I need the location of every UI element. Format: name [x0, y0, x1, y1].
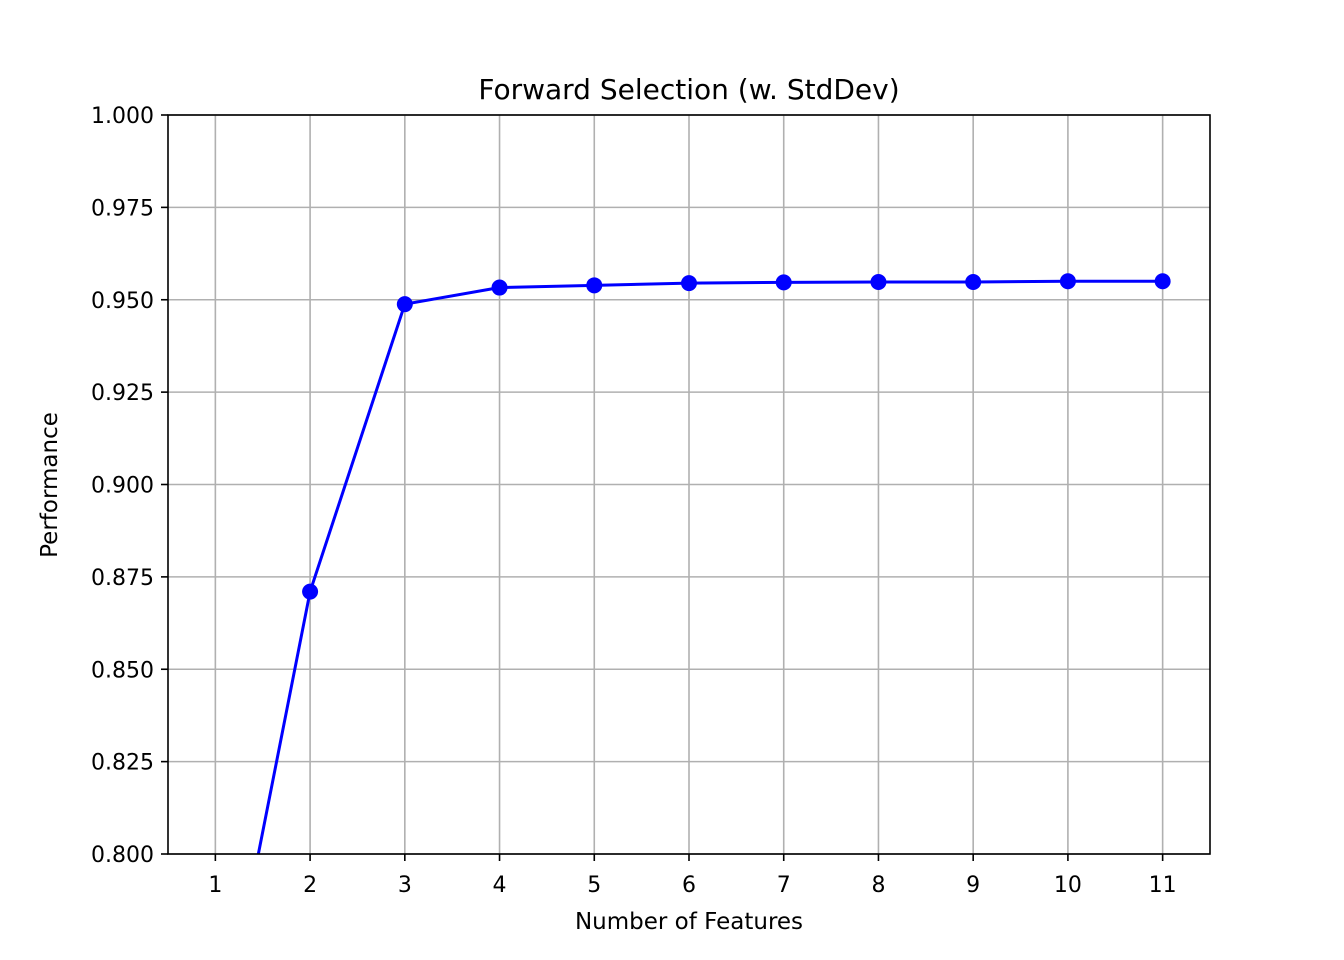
- y-tick-label: 0.950: [91, 289, 154, 314]
- y-tick-label: 0.850: [91, 658, 154, 683]
- y-tick-label: 0.875: [91, 566, 154, 591]
- data-point: [586, 277, 603, 294]
- data-point: [302, 583, 319, 600]
- x-tick-label: 9: [966, 873, 980, 898]
- x-tick-label: 1: [208, 873, 222, 898]
- x-tick-label: 8: [871, 873, 885, 898]
- plot-frame: [167, 114, 1211, 855]
- chart-title: Forward Selection (w. StdDev): [478, 73, 899, 106]
- x-tick-label: 3: [398, 873, 412, 898]
- x-tick-label: 7: [777, 873, 791, 898]
- data-point: [681, 275, 697, 292]
- x-tick-label: 6: [682, 873, 696, 898]
- x-tick-label: 10: [1054, 873, 1082, 898]
- y-tick-label: 0.825: [91, 751, 154, 776]
- x-tick-label: 5: [587, 873, 601, 898]
- data-point: [870, 274, 887, 291]
- y-tick-label: 0.900: [91, 474, 154, 499]
- y-tick-label: 0.975: [91, 196, 154, 221]
- x-axis-label: Number of Features: [575, 909, 803, 935]
- plot-area: [256, 273, 1171, 854]
- y-tick-label: 0.800: [91, 843, 154, 868]
- x-tick-label: 11: [1149, 873, 1177, 898]
- data-point: [1154, 273, 1171, 290]
- x-tick-label: 2: [303, 873, 317, 898]
- data-point: [775, 274, 792, 291]
- data-point: [491, 279, 508, 296]
- y-tick-label: 0.925: [91, 381, 154, 406]
- data-point: [965, 274, 982, 291]
- y-axis-label: Performance: [37, 412, 63, 558]
- data-point: [396, 296, 413, 313]
- y-tick-label: 1.000: [91, 104, 154, 129]
- data-point: [1059, 273, 1076, 290]
- x-tick-label: 4: [493, 873, 507, 898]
